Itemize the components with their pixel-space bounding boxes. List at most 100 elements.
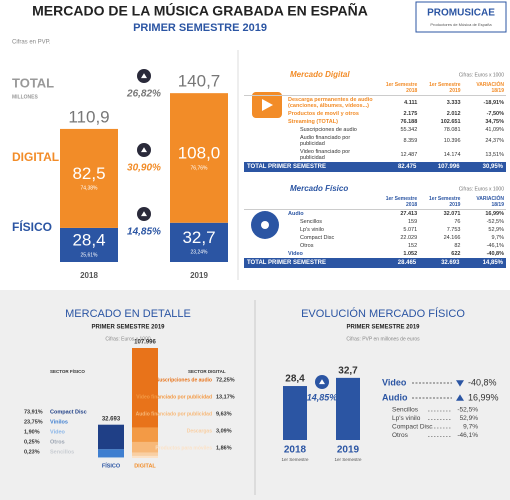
section-title: EVOLUCIÓN MERCADO FÍSICO [301, 307, 465, 320]
table-cell: -46,1% [486, 243, 504, 249]
table-cell: 159 [407, 219, 418, 225]
table-cell: 55.342 [400, 127, 418, 133]
segment-value: 72,25% [216, 377, 235, 383]
table-cell: 8.359 [403, 138, 418, 144]
total-value: 32.693 [102, 416, 121, 422]
bar-segment [98, 449, 124, 458]
table-cell: 12.487 [400, 152, 418, 158]
table-cell: 32.693 [419, 258, 463, 268]
header-cell: 1er Semestre 2019 [419, 195, 463, 210]
header-cell: 1er Semestre 2018 [375, 195, 420, 210]
table-cell: 1.052 [403, 251, 418, 257]
growth-label: 14,85% [127, 227, 161, 238]
table-cell: Streaming (TOTAL) [288, 119, 338, 125]
share-label: 74,38% [81, 186, 99, 192]
table-row: Video 1.052 622 -40,8% [244, 250, 506, 258]
change-value: -52,5% [457, 407, 478, 414]
total-value: 140,7 [178, 72, 221, 91]
bar-value: 32,7 [338, 366, 358, 377]
table-cell: 52,9% [488, 227, 504, 233]
segment-value: 9,63% [216, 411, 232, 417]
category-sublabel: 1er Semestre [334, 457, 362, 462]
segment-name: Compact Disc [50, 409, 87, 415]
table-cell: 622 [451, 251, 461, 257]
year-label: 2018 [80, 271, 98, 280]
table-note: Cifras: Euros x 1000 [459, 72, 505, 78]
table-header: 1er Semestre 2018 1er Semestre 2019 VARIAC… [244, 195, 506, 210]
category-sublabel: 1er Semestre [281, 457, 309, 462]
table-cell: Descarga permanentes de audio (canciones… [288, 97, 373, 109]
bar-value: 32,7 [182, 228, 215, 247]
section-title: MERCADO EN DETALLE [65, 308, 191, 320]
subtitle: PRIMER SEMESTRE 2019 [133, 22, 267, 34]
logo-box [415, 1, 507, 33]
table-cell: 107.996 [419, 162, 463, 172]
logo: PROMUSICAE [427, 8, 495, 19]
bar-segment [170, 93, 228, 223]
change-value: 16,99% [468, 392, 499, 402]
bar-segment [98, 457, 124, 458]
table-row: Compact Disc 22.029 24.166 9,7% [244, 234, 506, 242]
table-cell: 34,75% [485, 119, 504, 125]
table-cell: 76.188 [400, 119, 418, 125]
table-cell: -40,8% [486, 251, 504, 257]
share-label: 76,76% [191, 165, 209, 171]
table-row: Productos de movil y otros 2.175 2.012 -7,5… [244, 110, 506, 118]
table-row: Otros 152 82 -46,1% [244, 242, 506, 250]
table-cell: 9,7% [491, 235, 504, 241]
growth-label: 14,85% [307, 392, 338, 402]
table-cell: 22.029 [400, 235, 418, 241]
bar-value: 82,5 [72, 164, 105, 183]
change-name: Sencillos [392, 407, 419, 414]
arrow [141, 211, 147, 217]
table-cell: 10.396 [443, 138, 461, 144]
arrow [456, 380, 464, 387]
bar-segment [132, 455, 158, 458]
arrow [141, 147, 147, 153]
change-name: Otros [392, 432, 409, 439]
bar-segment [132, 452, 158, 456]
table-cell: 2.012 [446, 111, 461, 117]
table-note: Cifras: Euros x 1000 [459, 186, 505, 192]
table-cell: Video [288, 251, 303, 257]
table-cell: 27.413 [400, 211, 418, 217]
table-cell: Audio financiado por publicidad [300, 135, 351, 147]
segment-name: Productos para móviles [155, 445, 212, 451]
table-cell: 7.753 [446, 227, 461, 233]
table-title: Mercado Digital [290, 70, 350, 79]
table-cell: Audio [288, 211, 304, 217]
table-row: Descarga permanentes de audio (canciones… [244, 96, 506, 111]
row-label: DIGITAL [12, 150, 59, 164]
row-label: TOTAL [12, 75, 54, 90]
table-row: Lp's vinilo 5.071 7.753 52,9% [244, 226, 506, 234]
header-cell [244, 195, 376, 210]
table-cell: 24.166 [443, 235, 461, 241]
table-cell: Compact Disc [300, 235, 335, 241]
arrow [141, 73, 147, 79]
table-cell: 16,99% [485, 211, 504, 217]
growth-label: 30,90% [127, 163, 161, 174]
table-row: Audio 27.413 32.071 16,99% [244, 210, 506, 219]
bar-segment [60, 227, 118, 262]
table-row: Streaming (TOTAL) 76.188 102.651 34,75% [244, 118, 506, 126]
share-label: 25,61% [81, 252, 99, 258]
header-cell: VARIACIÓN 18/19 [462, 81, 506, 96]
table-cell: 32.071 [443, 211, 461, 217]
table-cell: -52,5% [486, 219, 504, 225]
table-cell: Suscripciones de audio [300, 127, 357, 133]
bar-segment [170, 222, 228, 262]
section-subtitle: PRIMER SEMESTRE 2019 [346, 325, 420, 331]
table-cell: 28.465 [375, 258, 420, 268]
bar-segment [132, 427, 158, 442]
group-label: SECTOR DIGITAL [188, 369, 226, 374]
segment-name: Video financiado por publicidad [136, 394, 212, 400]
bar [336, 377, 360, 440]
table-cell: Lp's vinilo [300, 227, 324, 233]
share-label: 23,24% [191, 250, 209, 256]
bar-segment [132, 441, 158, 453]
change-name: Lp's vinilo [392, 415, 421, 422]
bar-segment [60, 128, 118, 228]
table-cell: Sencillos [300, 219, 323, 225]
change-name: Compact Disc [392, 424, 433, 431]
arrow [456, 394, 464, 401]
